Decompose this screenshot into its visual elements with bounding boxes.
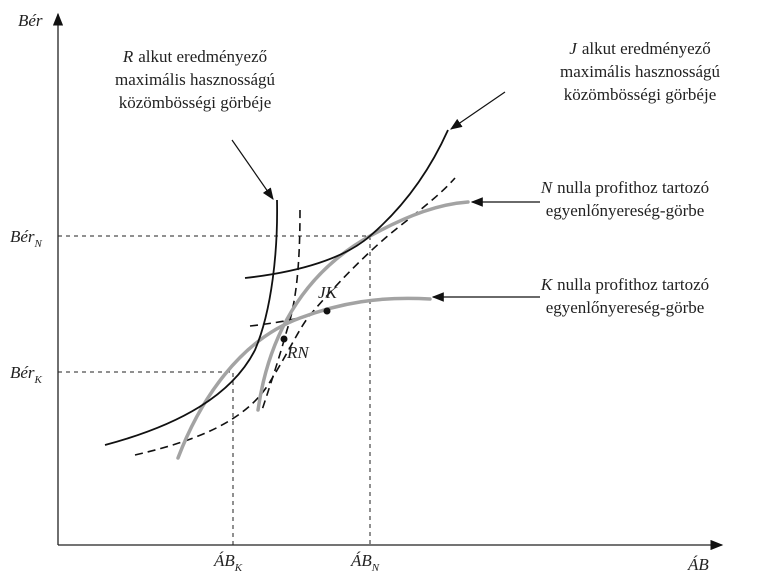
- point-label: RN: [286, 343, 310, 362]
- pointer-arrow: [231, 139, 274, 200]
- pointer-arrow: [450, 91, 506, 130]
- annotation-line: közömbösségi görbéje: [564, 85, 717, 104]
- y-level-label: BérN: [10, 227, 43, 250]
- point-jk: [323, 307, 331, 315]
- isoprofit-n: [256, 200, 470, 412]
- x-axis-label: ÁB: [687, 555, 709, 574]
- annotation-line: egyenlőnyereség-görbe: [546, 298, 705, 317]
- point-rn: [280, 335, 288, 343]
- indifference-j: [244, 129, 449, 279]
- y-level-label: BérK: [10, 363, 43, 386]
- point-label: JK: [318, 283, 339, 302]
- y-axis-label: Bér: [18, 11, 43, 30]
- isoprofit-k: [176, 296, 432, 460]
- annotation-line: közömbösségi görbéje: [119, 93, 272, 112]
- dashed-curve: [261, 209, 301, 411]
- guide-k: [58, 371, 234, 545]
- annotation-line: egyenlőnyereség-görbe: [546, 201, 705, 220]
- x-level-label: ÁBK: [213, 551, 243, 574]
- x-level-label: ÁBN: [350, 551, 380, 574]
- dashed-curve: [134, 177, 456, 456]
- annotation-line: maximális hasznosságú: [115, 70, 276, 89]
- annotation-line: maximális hasznosságú: [560, 62, 721, 81]
- indifference-r: [104, 199, 279, 446]
